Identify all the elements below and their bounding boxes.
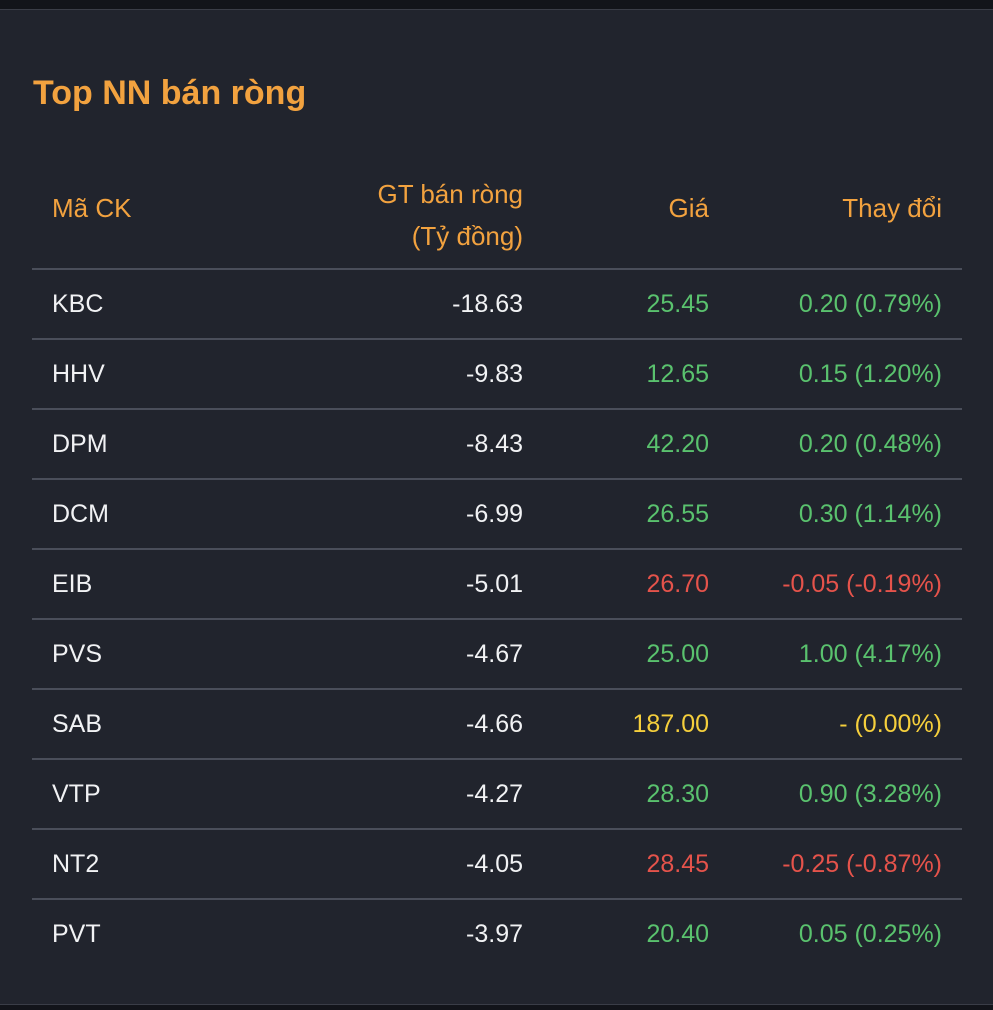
table-row[interactable]: HHV -9.83 12.65 0.15 (1.20%) [32, 340, 962, 410]
change-value: 1.00 (4.17%) [798, 640, 942, 668]
price-value: 28.30 [646, 780, 709, 808]
net-sell-value: -4.66 [466, 710, 523, 738]
stock-code[interactable]: SAB [52, 710, 103, 738]
change-value: - (0.00%) [839, 710, 942, 738]
table-row[interactable]: EIB -5.01 26.70 -0.05 (-0.19%) [32, 550, 962, 620]
change-value: 0.90 (3.28%) [798, 780, 942, 808]
table-row[interactable]: DCM -6.99 26.55 0.30 (1.14%) [32, 480, 962, 550]
net-sell-value: -3.97 [466, 920, 523, 948]
net-sell-value: -4.05 [466, 850, 523, 878]
net-sell-table: Mã CK GT bán ròng (Tỷ đồng) Giá Thay đổi… [32, 170, 962, 970]
stock-code[interactable]: KBC [52, 290, 104, 318]
price-value: 187.00 [632, 710, 709, 738]
header-change[interactable]: Thay đổi [842, 193, 942, 223]
table-row[interactable]: KBC -18.63 25.45 0.20 (0.79%) [32, 270, 962, 340]
change-value: 0.05 (0.25%) [798, 920, 942, 948]
price-value: 26.55 [646, 500, 709, 528]
table-row[interactable]: PVS -4.67 25.00 1.00 (4.17%) [32, 620, 962, 690]
stock-code[interactable]: HHV [52, 360, 105, 388]
stock-code[interactable]: NT2 [52, 850, 100, 878]
change-value: 0.15 (1.20%) [798, 360, 942, 388]
header-price[interactable]: Giá [668, 193, 709, 223]
stock-code[interactable]: PVS [52, 640, 103, 668]
net-sell-value: -4.67 [466, 640, 523, 668]
stock-code[interactable]: DCM [52, 500, 109, 528]
net-sell-value: -6.99 [466, 500, 523, 528]
price-value: 12.65 [646, 360, 709, 388]
net-sell-value: -4.27 [466, 780, 523, 808]
price-value: 20.40 [646, 920, 709, 948]
stock-code[interactable]: VTP [52, 780, 101, 808]
stock-code[interactable]: DPM [52, 430, 108, 458]
net-sell-value: -8.43 [466, 430, 523, 458]
stock-code[interactable]: EIB [52, 570, 93, 598]
table-body: KBC -18.63 25.45 0.20 (0.79%) HHV -9.83 12.65 0… [32, 270, 962, 970]
net-sell-value: -9.83 [466, 360, 523, 388]
price-value: 42.20 [646, 430, 709, 458]
price-value: 25.00 [646, 640, 709, 668]
price-value: 25.45 [646, 290, 709, 318]
stock-code[interactable]: PVT [52, 920, 101, 948]
table-row[interactable]: NT2 -4.05 28.45 -0.25 (-0.87%) [32, 830, 962, 900]
price-value: 26.70 [646, 570, 709, 598]
header-net-sell-value[interactable]: GT bán ròng (Tỷ đồng) [377, 173, 523, 257]
change-value: 0.30 (1.14%) [798, 500, 942, 528]
change-value: 0.20 (0.48%) [798, 430, 942, 458]
change-value: 0.20 (0.79%) [798, 290, 942, 318]
table-row[interactable]: SAB -4.66 187.00 - (0.00%) [32, 690, 962, 760]
header-net-sell-value-line1: GT bán ròng [377, 179, 523, 209]
change-value: -0.05 (-0.19%) [782, 570, 942, 598]
net-sell-value: -18.63 [452, 290, 523, 318]
table-header: Mã CK GT bán ròng (Tỷ đồng) Giá Thay đổi [32, 170, 962, 270]
header-stock-code[interactable]: Mã CK [52, 193, 132, 223]
header-net-sell-value-unit: (Tỷ đồng) [411, 221, 523, 251]
net-sell-value: -5.01 [466, 570, 523, 598]
price-value: 28.45 [646, 850, 709, 878]
panel-title: Top NN bán ròng [33, 74, 307, 112]
top-foreign-net-sell-panel: Top NN bán ròng Mã CK GT bán ròng (Tỷ đồ… [0, 9, 993, 1005]
change-value: -0.25 (-0.87%) [782, 850, 942, 878]
table-row[interactable]: PVT -3.97 20.40 0.05 (0.25%) [32, 900, 962, 970]
table-row[interactable]: VTP -4.27 28.30 0.90 (3.28%) [32, 760, 962, 830]
table-row[interactable]: DPM -8.43 42.20 0.20 (0.48%) [32, 410, 962, 480]
